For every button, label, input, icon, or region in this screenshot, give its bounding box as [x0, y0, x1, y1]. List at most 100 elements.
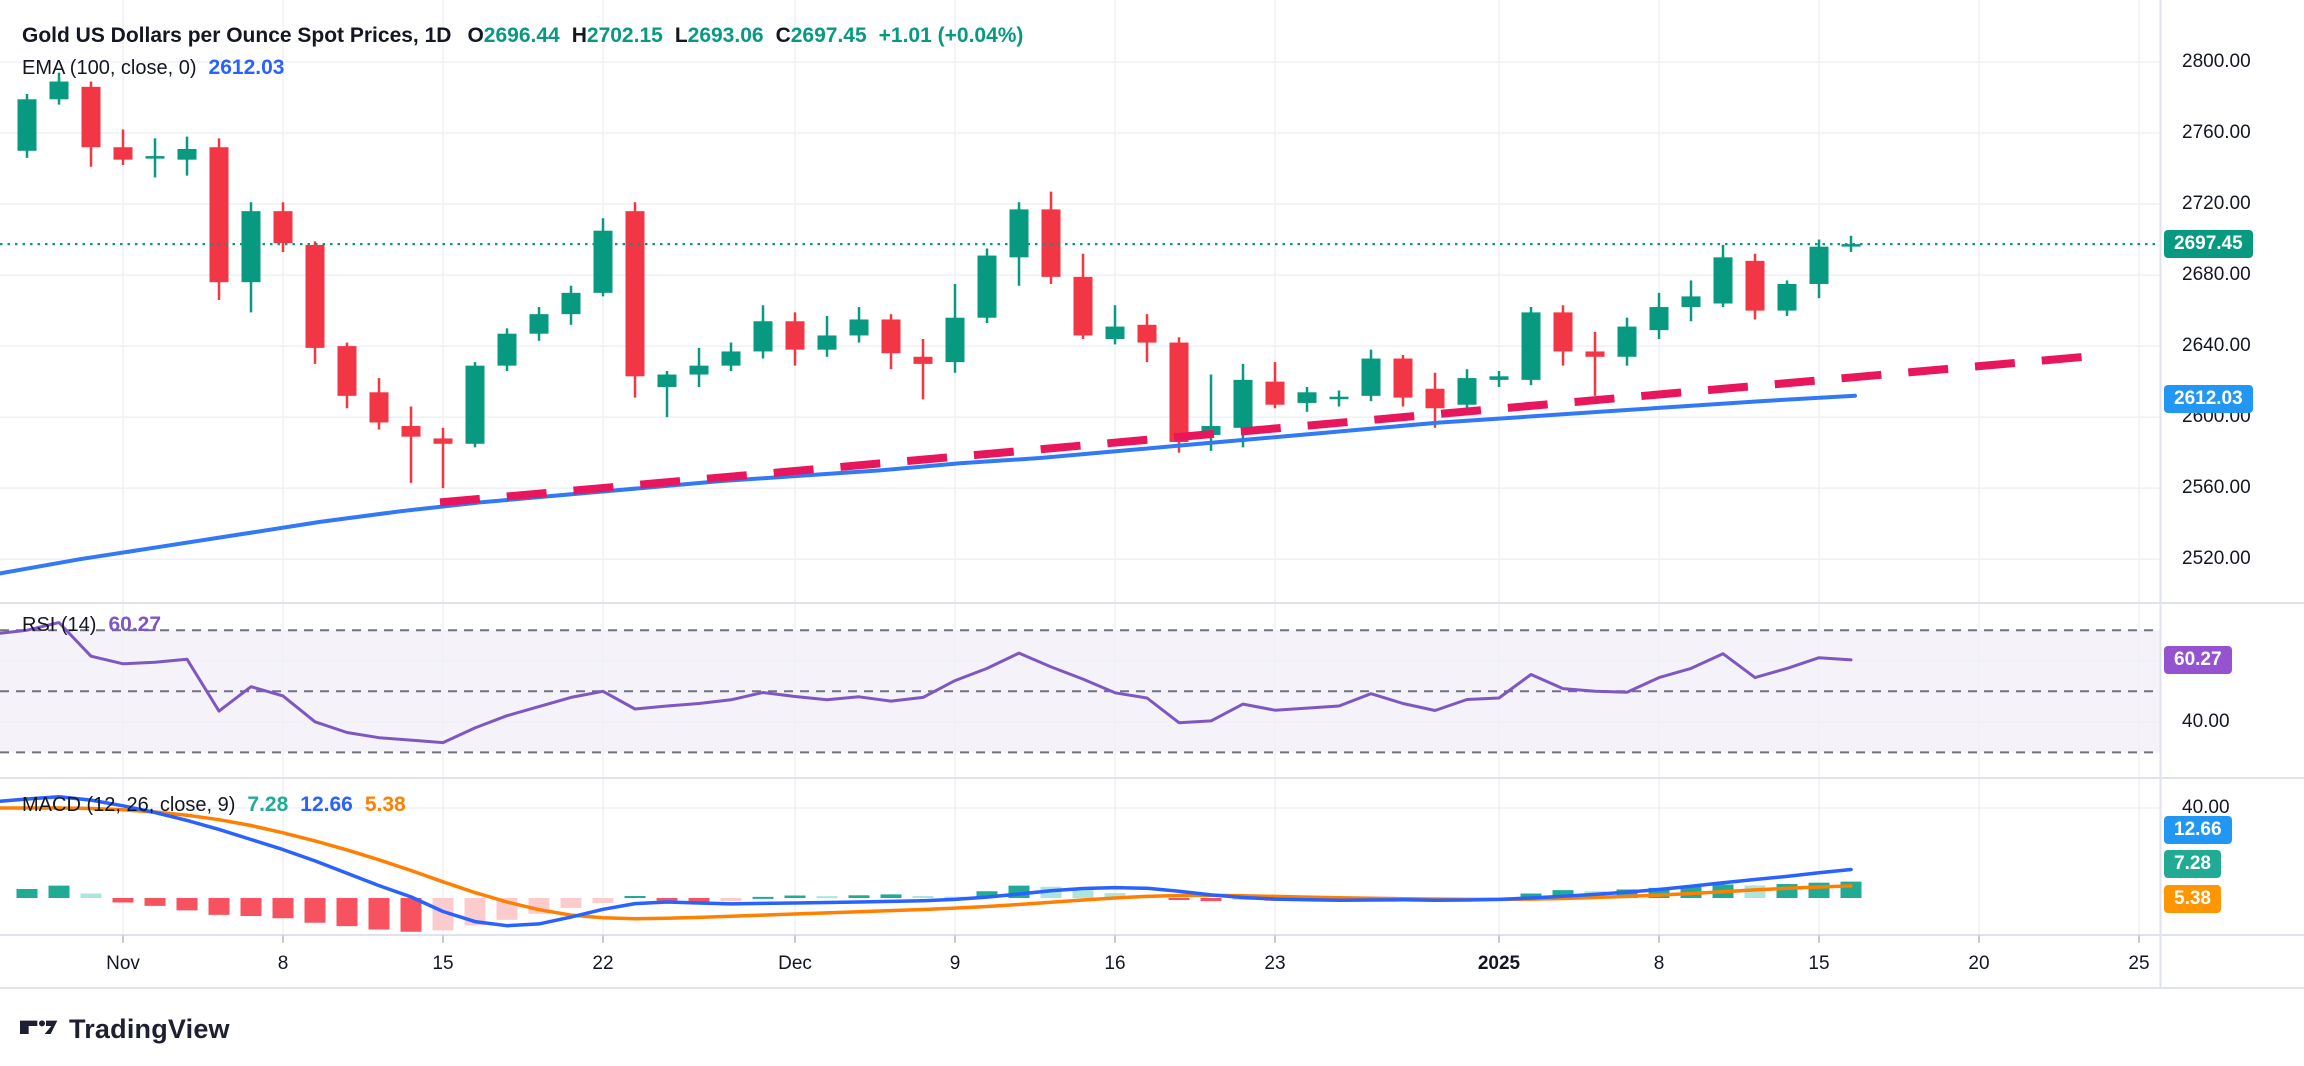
price-axis-label: 2800.00: [2182, 50, 2251, 72]
macd-hist-bar: [144, 898, 166, 906]
macd-hist-badge: 7.28: [2164, 850, 2221, 878]
candle-body: [145, 156, 165, 159]
candle-body: [273, 211, 293, 244]
price-axis-label: 2760.00: [2182, 122, 2251, 144]
candle-body: [1393, 358, 1413, 398]
time-axis-label: 25: [2128, 953, 2150, 974]
macd-hist-bar: [720, 898, 742, 902]
candle-body: [753, 321, 773, 352]
candle-body: [1617, 326, 1637, 357]
macd-line-badge: 12.66: [2164, 816, 2232, 844]
macd-hist-bar: [1072, 890, 1094, 898]
macd-hist-bar: [848, 895, 870, 898]
rsi-value-badge: 60.27: [2164, 646, 2232, 674]
candle-body: [1809, 246, 1829, 284]
macd-signal-value: 5.38: [364, 793, 406, 816]
macd-hist-bar: [624, 895, 646, 898]
candle-body: [721, 351, 741, 366]
candle-body: [1233, 379, 1253, 428]
brand-name: TradingView: [69, 1014, 230, 1044]
candle-body: [209, 147, 229, 283]
candle-body: [1489, 376, 1509, 380]
rsi-legend[interactable]: RSI (14) 60.27: [22, 613, 173, 637]
rsi-label: RSI (14): [22, 614, 97, 636]
macd-hist-bar: [336, 898, 358, 927]
candle-body: [1521, 312, 1541, 380]
trend-line: [439, 351, 2096, 507]
candle-body: [17, 99, 37, 151]
candle-body: [1745, 260, 1765, 311]
candle-body: [1681, 296, 1701, 308]
candle-body: [113, 147, 133, 160]
candle-body: [1457, 378, 1477, 405]
macd-line-value: 12.66: [300, 793, 353, 816]
macd-axis-label: 40.00: [2182, 797, 2230, 818]
symbol-legend[interactable]: Gold US Dollars per Ounce Spot Prices, 1…: [22, 24, 1035, 48]
candle-body: [849, 319, 869, 336]
macd-hist-bar: [368, 898, 390, 930]
macd-hist-bar: [1808, 882, 1830, 898]
candle-body: [977, 255, 997, 318]
macd-hist-bar: [912, 895, 934, 898]
macd-hist-bar: [592, 898, 614, 903]
macd-hist-bar: [48, 885, 70, 898]
candle-body: [1009, 209, 1029, 258]
candle-body: [1265, 381, 1285, 405]
low-value: 2693.06: [687, 24, 764, 47]
candle-body: [1553, 312, 1573, 352]
price-axis-label: 2640.00: [2182, 335, 2251, 357]
macd-legend[interactable]: MACD (12, 26, close, 9) 7.28 12.66 5.38: [22, 793, 418, 817]
ema-value: 2612.03: [208, 56, 285, 79]
ema-value-badge: 2612.03: [2164, 385, 2253, 413]
ema-legend[interactable]: EMA (100, close, 0) 2612.03: [22, 56, 296, 80]
price-axis-label: 2520.00: [2182, 548, 2251, 570]
macd-hist-bar: [272, 898, 294, 919]
candle-body: [1425, 388, 1445, 409]
candle-body: [1649, 307, 1669, 331]
price-axis-label: 2680.00: [2182, 264, 2251, 286]
candle-body: [689, 365, 709, 375]
macd-signal-badge: 5.38: [2164, 885, 2221, 913]
candle-body: [177, 149, 197, 160]
candle-body: [1073, 276, 1093, 336]
change-value: +1.01 (+0.04%): [878, 24, 1024, 47]
close-value: 2697.45: [790, 24, 867, 47]
macd-hist-bar: [784, 895, 806, 898]
candle-body: [913, 356, 933, 364]
time-axis-label: 22: [592, 953, 614, 974]
open-value: 2696.44: [483, 24, 560, 47]
candle-body: [49, 81, 69, 100]
macd-hist-bar: [1520, 893, 1542, 898]
candle-body: [1713, 257, 1733, 304]
candle-body: [817, 335, 837, 350]
candle-body: [433, 438, 453, 444]
time-axis-label: 23: [1264, 953, 1286, 974]
macd-hist-bar: [176, 898, 198, 911]
macd-hist-bar: [112, 898, 134, 903]
rsi-axis-label: 40.00: [2182, 710, 2230, 732]
candle-body: [497, 333, 517, 366]
tradingview-logo-icon: [20, 1019, 58, 1034]
close-label: C: [775, 24, 791, 47]
macd-hist-bar: [400, 898, 422, 932]
candle-body: [785, 321, 805, 350]
candle-body: [81, 86, 101, 148]
time-axis-label: 9: [949, 953, 961, 974]
candle-body: [1361, 358, 1381, 396]
candle-body: [1841, 244, 1861, 247]
candle-body: [1169, 342, 1189, 443]
candle-body: [529, 314, 549, 334]
candle-body: [593, 230, 613, 293]
open-label: O: [467, 24, 484, 47]
time-axis-label: 2025: [1477, 953, 1521, 974]
macd-hist-bar: [688, 898, 710, 902]
macd-hist-bar: [208, 898, 230, 915]
rsi-value: 60.27: [108, 613, 162, 636]
macd-hist-bar: [1648, 887, 1670, 898]
macd-hist-bar: [432, 898, 454, 931]
tradingview-attribution[interactable]: TradingView: [20, 1014, 230, 1045]
candle-body: [305, 244, 325, 348]
rsi-line: [0, 621, 1853, 745]
